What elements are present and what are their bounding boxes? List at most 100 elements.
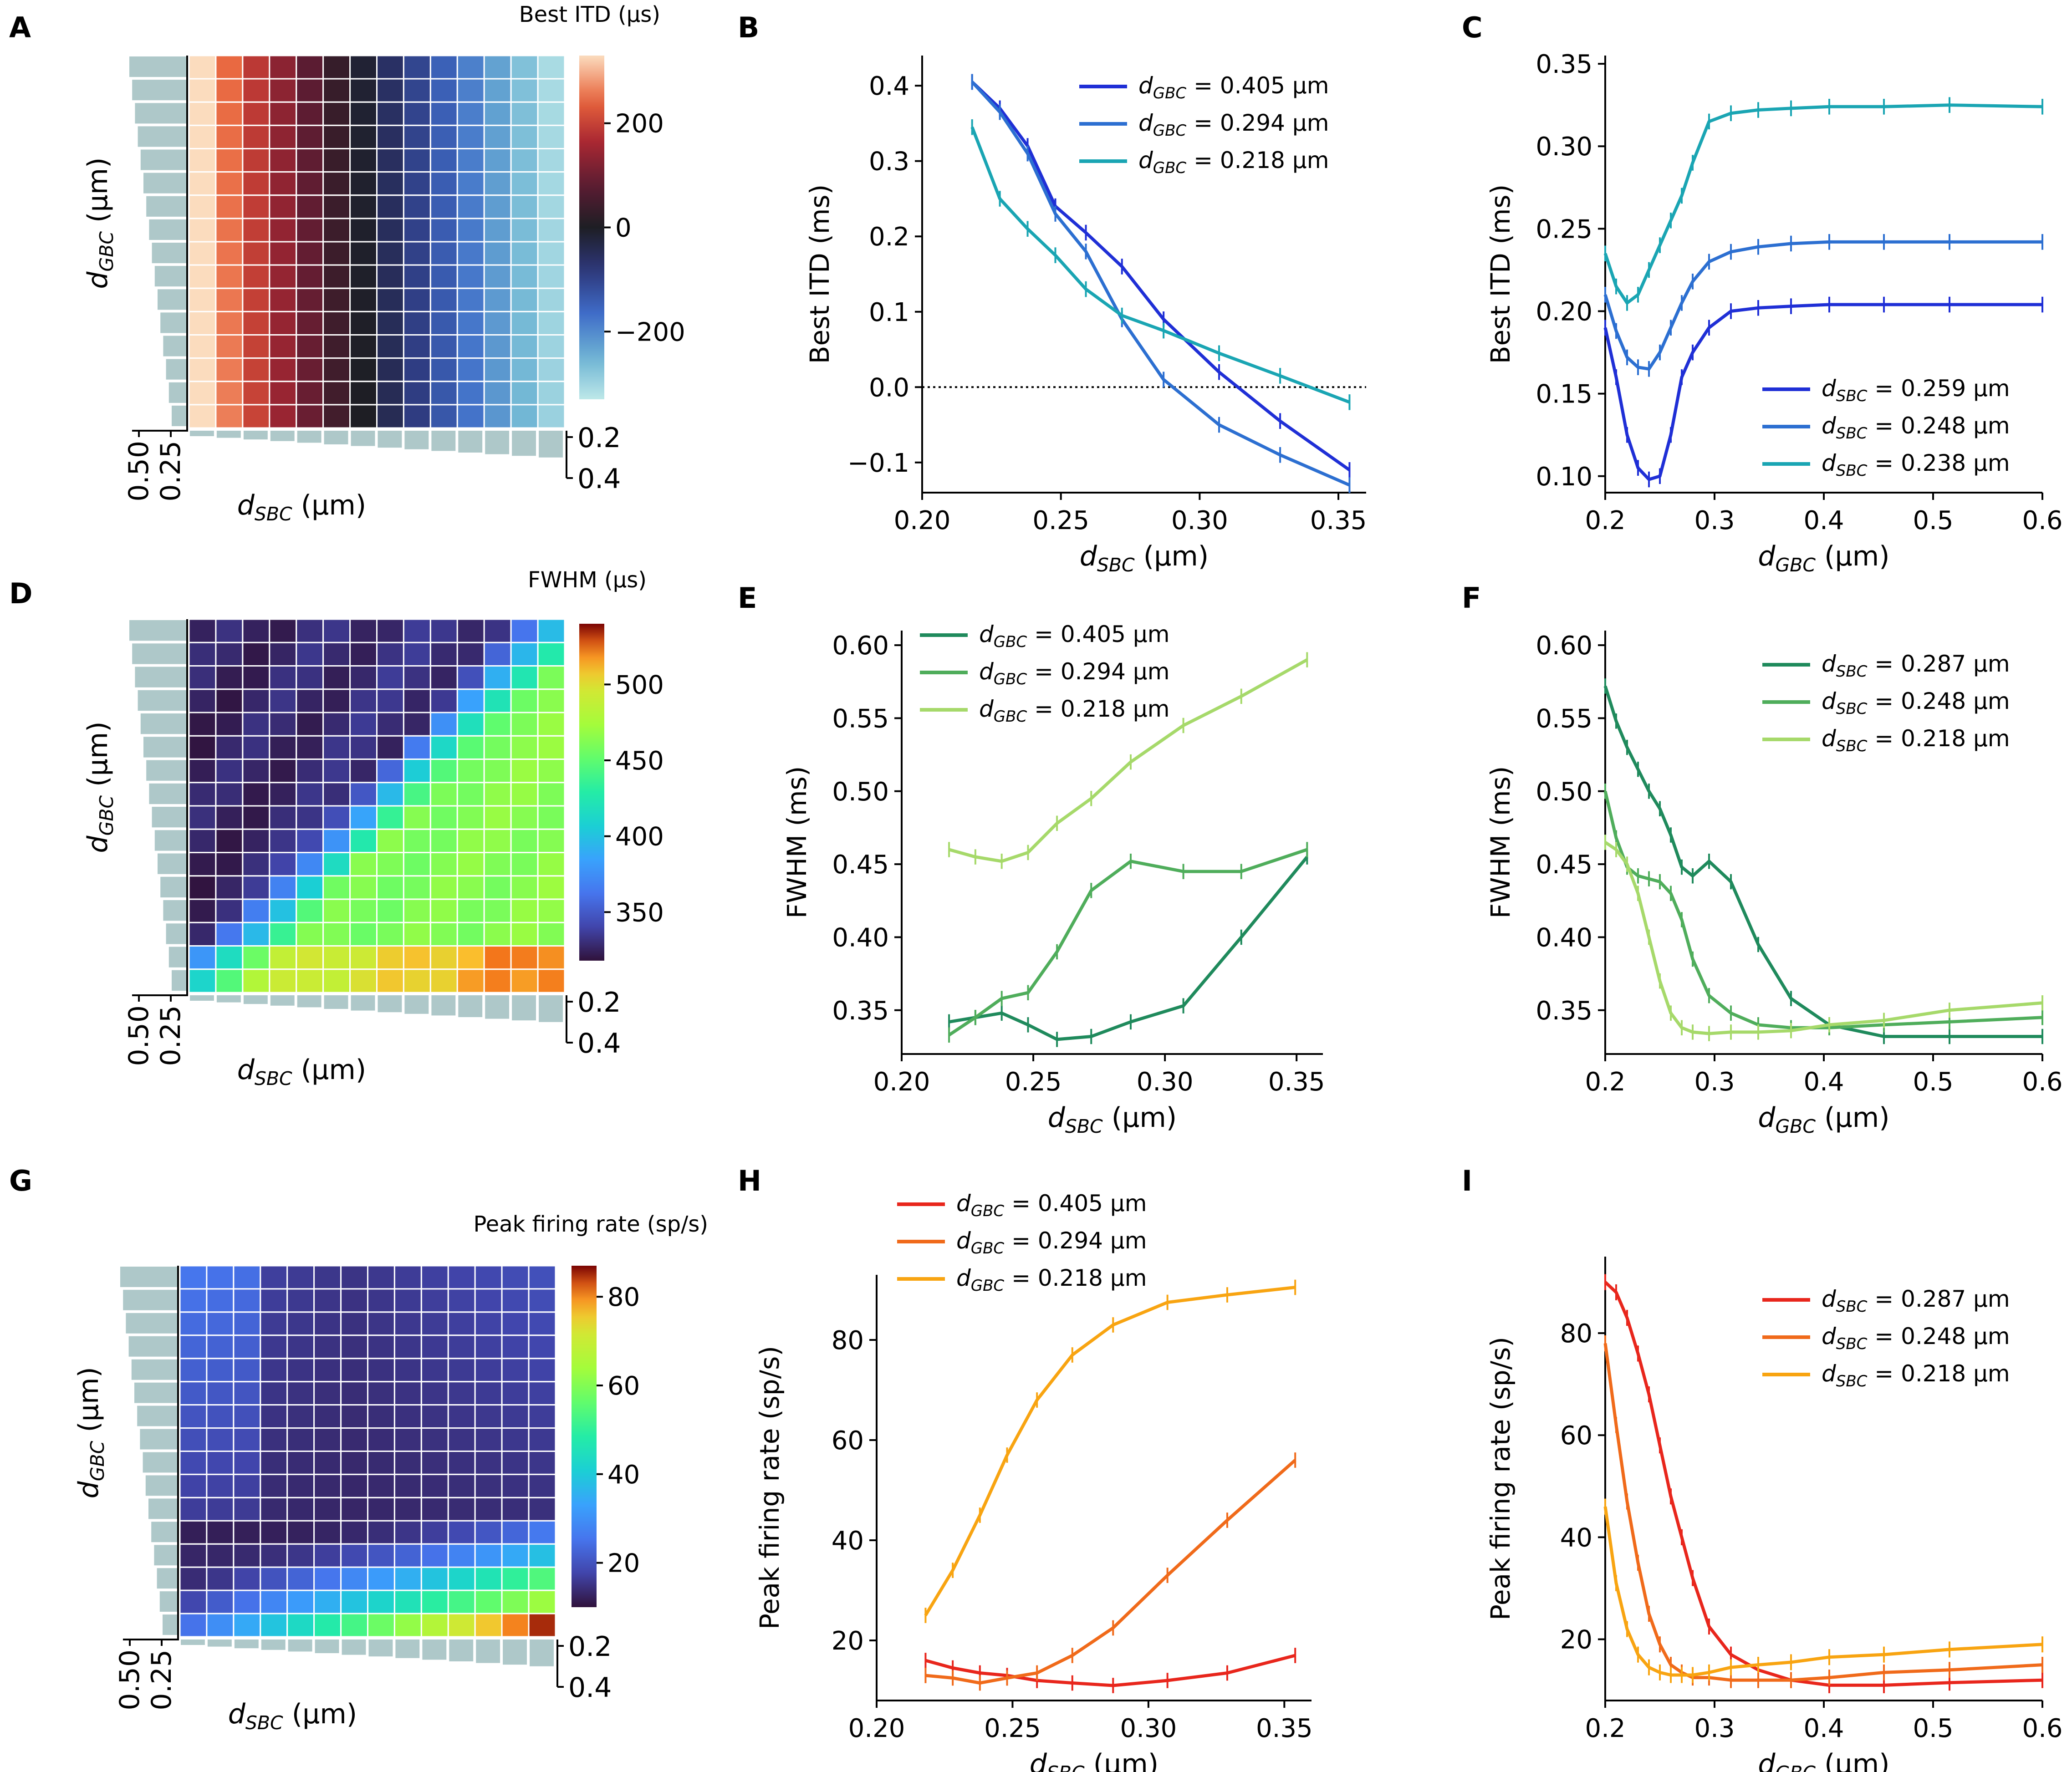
heatmap-cell [456,287,485,312]
gbc-diameter-bar [151,1522,177,1543]
heatmap-cell [296,805,324,830]
heatmap-cell [188,55,217,80]
heatmap-cell [215,264,244,289]
heatmap-cell [349,688,378,713]
heatmap-cell [206,1566,235,1591]
heatmap-cell [429,357,458,382]
heatmap-cell [322,55,351,80]
heatmap-cell [242,875,270,900]
heatmap-cell [420,1334,449,1360]
heatmap-cell [349,101,378,126]
heatmap-cell [456,805,485,830]
heatmap-cell [233,1427,261,1452]
heatmap-cell [537,922,566,947]
scale-tick-label: 0.4 [577,463,621,495]
heatmap-cell [510,124,539,149]
gbc-diameter-bar [157,1568,177,1589]
heatmap-cell [510,875,539,900]
heatmap-cell [376,782,404,807]
heatmap-cell [367,1520,395,1545]
sbc-diameter-bars [190,431,563,458]
heatmap-cell [296,642,324,667]
sbc-diameter-bar [404,431,429,449]
heatmap-cell [179,1543,208,1568]
heatmap-cell [483,782,512,807]
heatmap-cell [206,1543,235,1568]
heatmap-cell [403,875,431,900]
heatmap-cell [483,898,512,923]
y-axis-label-unit: (µm) [73,1367,105,1441]
heatmap-cell [215,922,244,947]
gbc-diameter-bar [146,760,186,781]
heatmap-cell [429,287,458,312]
x-axis-label: dSBC (µm) [1030,1748,1158,1772]
heatmap-cell [233,1404,261,1429]
heatmap-cell [376,55,404,80]
y-tick-label: 80 [832,1326,864,1355]
heatmap-cell [322,688,351,713]
heatmap-cell [403,311,431,336]
heatmap-cell [296,898,324,923]
heatmap-cell [393,1265,422,1290]
panel-label: H [738,1164,761,1197]
heatmap-cell [537,381,566,406]
heatmap-cell [269,218,297,243]
legend-value: = 0.248 µm [1867,688,2010,714]
heatmap-cell [367,1334,395,1360]
legend-label: dSBC = 0.287 µm [1822,651,2010,681]
legend-symbol: d [979,621,994,647]
heatmap-cell [456,357,485,382]
sbc-diameter-bar [216,995,241,1003]
x-axis-label-symbol: d [1030,1748,1047,1772]
heatmap-cell [501,1311,530,1336]
legend-value: = 0.218 µm [1867,725,2010,752]
y-axis-label-unit: (µm) [82,721,114,795]
heatmap-cell [233,1451,261,1475]
gbc-diameter-bar [140,1429,177,1450]
heatmap-cell [269,55,297,80]
legend-symbol: d [1822,1286,1836,1312]
heatmap-cell [367,1613,395,1638]
heatmap-cell [537,665,566,690]
heatmap-cell [215,381,244,406]
heatmap-cell [296,922,324,947]
gbc-diameter-bar [138,690,186,711]
sbc-diameter-bar [342,1640,366,1655]
heatmap-cell [376,665,404,690]
y-tick-label: −0.1 [847,448,909,478]
heatmap-cell [501,1566,530,1591]
heatmap-cell [420,1613,449,1638]
heatmap-cell [537,171,566,196]
heatmap-cell [537,78,566,103]
heatmap-cell [376,311,404,336]
heatmap-cell [429,828,458,854]
heatmap-cell [403,968,431,993]
heatmap-cell [188,171,217,196]
heatmap-cell [269,241,297,266]
heatmap-cell [349,171,378,196]
heatmap-cell [349,782,378,807]
series-line [925,1654,1296,1687]
legend-subscript: GBC [971,1277,1005,1295]
x-axis-label-symbol: d [237,489,255,521]
heatmap-cell [537,124,566,149]
gbc-diameter-bar [131,1359,177,1380]
panel-label: G [9,1164,32,1197]
heatmap-cell [313,1288,342,1313]
gbc-diameter-bar [149,783,186,805]
heatmap-cell [260,1520,288,1545]
heatmap-cell [188,78,217,103]
heatmap-cell [296,712,324,737]
heatmap-cell [188,311,217,336]
sbc-diameter-bar [378,431,402,448]
heatmap-cell [349,124,378,149]
heatmap-cell [215,124,244,149]
sbc-diameter-bar [530,1640,554,1666]
heatmap-cell [429,218,458,243]
heatmap-cell [188,782,217,807]
heatmap-cell [510,642,539,667]
heatmap-cell [179,1566,208,1591]
heatmap-cell [215,287,244,312]
